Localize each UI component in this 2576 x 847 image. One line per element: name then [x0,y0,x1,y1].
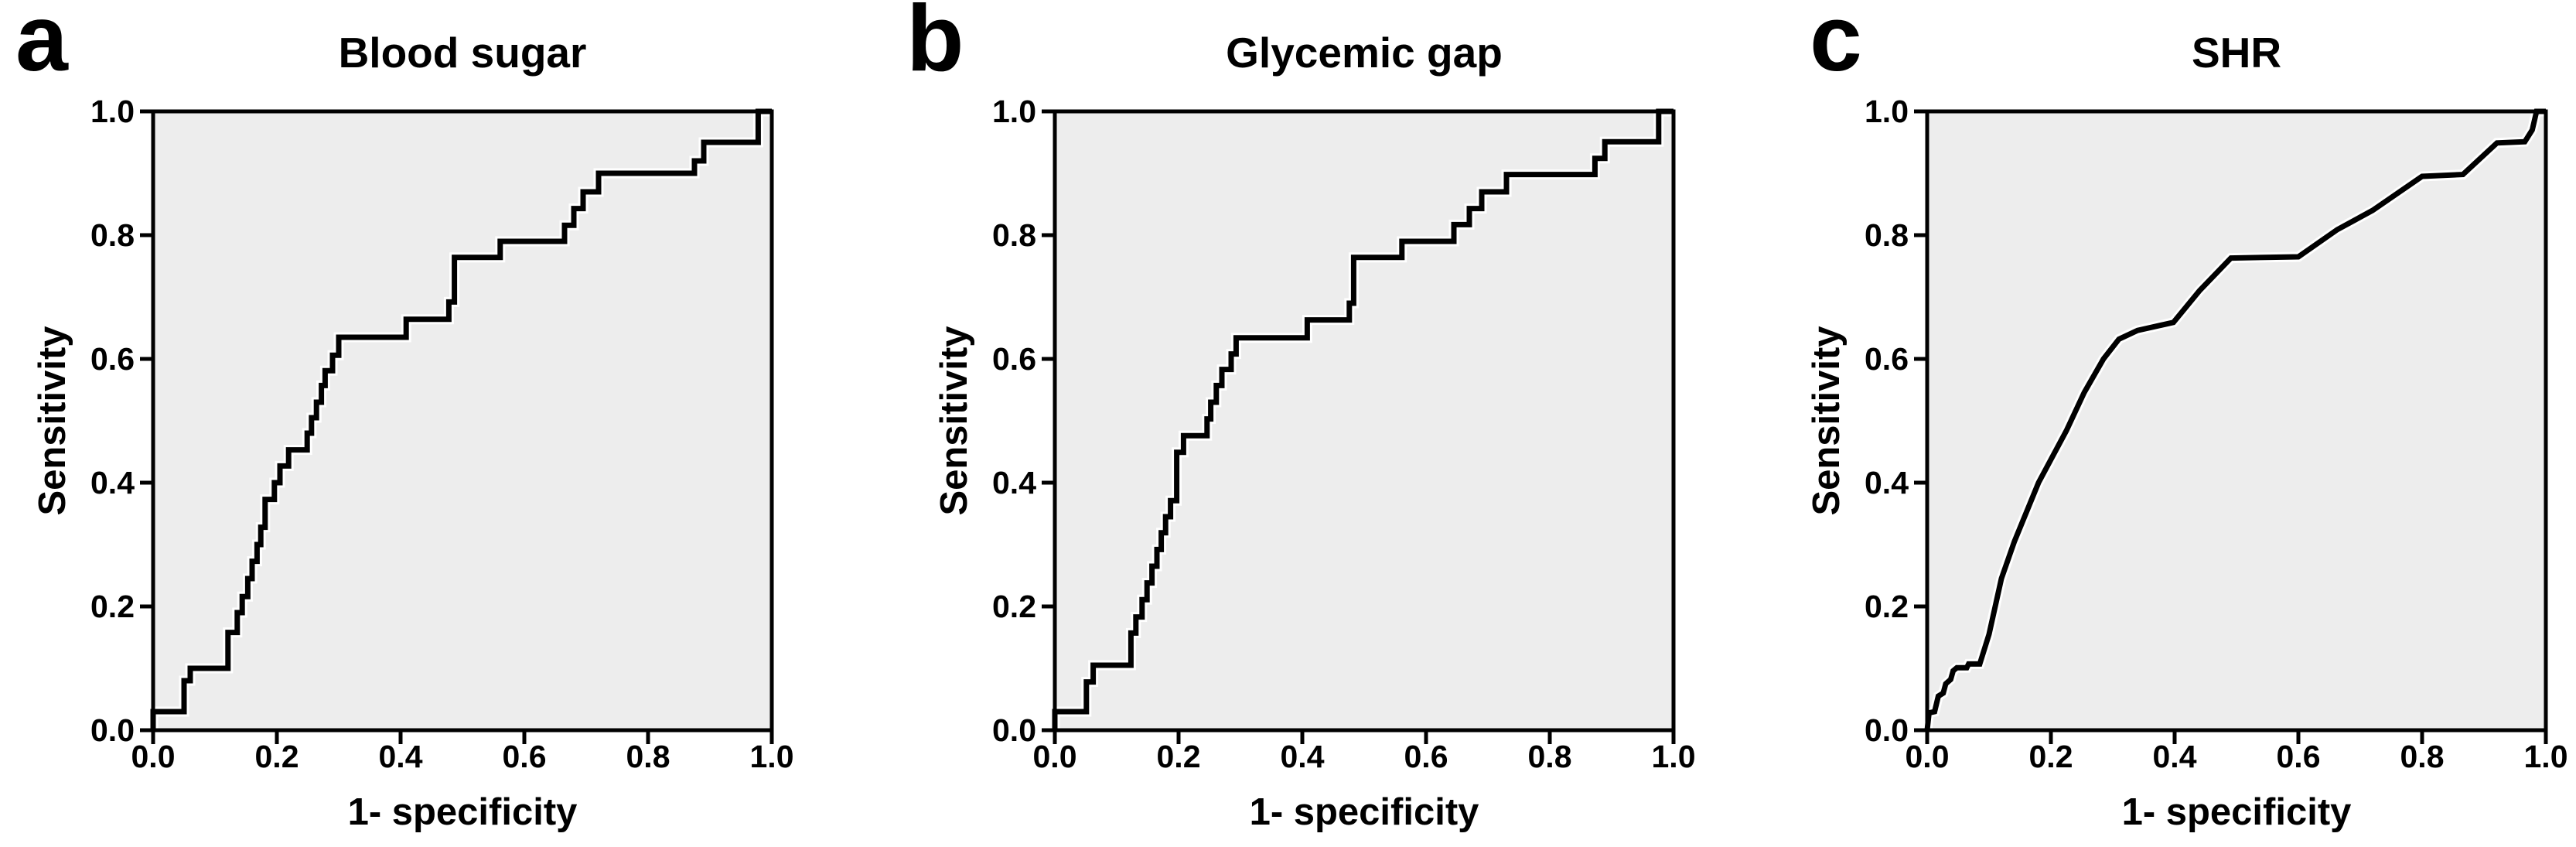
y-tick-label: 0.0 [1865,712,1909,748]
y-tick-label: 1.0 [1865,94,1909,129]
x-tick-label: 0.2 [2028,739,2073,774]
x-axis-label: 1- specificity [2121,791,2352,833]
y-tick-label: 0.2 [90,589,135,624]
y-tick-label: 0.2 [992,589,1036,624]
plot-area [1927,111,2546,730]
panel-letter: b [906,0,964,91]
y-tick-label: 0.6 [992,341,1036,377]
x-tick-label: 0.4 [1280,739,1325,774]
x-axis-label: 1- specificity [347,791,578,833]
x-tick-label: 0.0 [1905,739,1950,774]
x-tick-label: 0.8 [2400,739,2445,774]
y-tick-label: 0.4 [992,465,1036,500]
plot-area [1055,111,1674,730]
plot-frame [1925,109,2548,733]
chart-title: Glycemic gap [1226,29,1503,77]
y-tick-label: 0.8 [1865,217,1909,253]
x-tick-label: 0.0 [1032,739,1077,774]
roc-curve [1924,108,2546,731]
chart-title: Blood sugar [338,29,587,77]
x-tick-label: 0.2 [254,739,299,774]
y-tick-label: 1.0 [90,94,135,129]
roc-plot [140,106,774,744]
panel-letter: a [15,0,68,91]
panel-letter: c [1810,0,1862,91]
y-tick-label: 0.8 [992,217,1036,253]
x-tick-label: 1.0 [1651,739,1696,774]
roc-curve [150,108,772,730]
roc-curve [1052,108,1674,730]
y-tick-label: 0.2 [1865,589,1909,624]
x-tick-label: 0.8 [1527,739,1572,774]
x-tick-label: 0.6 [502,739,547,774]
y-tick-label: 0.4 [1865,465,1909,500]
x-tick-label: 0.6 [1404,739,1448,774]
y-tick-label: 0.6 [1865,341,1909,377]
y-tick-label: 0.8 [90,217,135,253]
y-tick-label: 0.0 [992,712,1036,748]
roc-plot [1042,106,1676,744]
x-axis-label: 1- specificity [1249,791,1479,833]
plot-area [153,111,772,730]
y-tick-label: 0.0 [90,712,135,748]
chart-title: SHR [2191,29,2282,77]
x-tick-label: 0.4 [2152,739,2197,774]
plot-frame [1053,109,1676,733]
x-tick-label: 0.8 [626,739,670,774]
y-tick-label: 0.6 [90,341,135,377]
y-tick-label: 0.4 [90,465,135,500]
x-tick-label: 0.0 [131,739,176,774]
y-tick-label: 1.0 [992,94,1036,129]
x-tick-label: 1.0 [749,739,794,774]
x-tick-label: 0.6 [2276,739,2321,774]
x-tick-label: 0.4 [378,739,423,774]
x-tick-label: 0.2 [1156,739,1201,774]
roc-plot [1914,106,2548,744]
x-tick-label: 1.0 [2523,739,2568,774]
plot-frame [151,109,774,733]
